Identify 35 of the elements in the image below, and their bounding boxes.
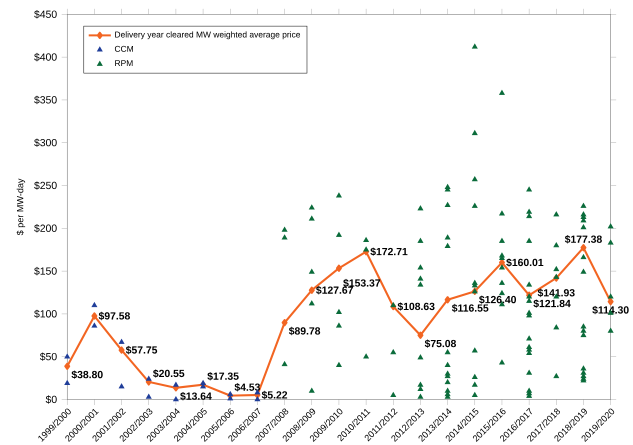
legend-label: CCM (114, 46, 133, 52)
data-label: $126.40 (479, 296, 516, 304)
data-label: $153.37 (343, 279, 380, 288)
y-tick-label: $300 (34, 138, 57, 148)
data-label: $4.53 (234, 383, 260, 392)
data-label: $108.63 (398, 302, 435, 312)
data-label: $75.08 (424, 340, 456, 348)
data-label: $17.35 (207, 372, 239, 381)
data-label: $20.55 (153, 370, 184, 378)
data-label: $5.22 (262, 391, 288, 400)
y-tick-label: $50 (40, 352, 57, 362)
y-tick-label: $100 (34, 310, 57, 318)
data-label: $177.38 (564, 235, 602, 244)
data-label: $121.84 (533, 300, 571, 308)
data-label: $141.93 (538, 288, 575, 298)
y-tick-label: $450 (34, 10, 57, 19)
data-label: $172.71 (370, 248, 408, 256)
data-label: $116.55 (452, 304, 488, 313)
y-tick-label: $350 (34, 96, 57, 104)
data-label: $97.58 (98, 312, 130, 320)
data-label: $57.75 (126, 346, 158, 355)
data-label: $114.30 (592, 306, 629, 315)
data-label: $160.01 (506, 258, 544, 268)
y-tick-label: $150 (34, 267, 57, 276)
y-tick-label: $200 (34, 224, 57, 233)
data-label: $89.78 (288, 327, 320, 336)
data-label: $38.80 (72, 370, 103, 380)
data-label: $127.67 (316, 286, 353, 295)
y-axis-title: $ per MW-day (16, 178, 26, 236)
data-label: $13.64 (180, 392, 212, 401)
y-tick-label: $0 (46, 396, 57, 404)
legend-label: RPM (115, 60, 133, 66)
legend-label: Delivery year cleared MW weighted average price (115, 32, 300, 40)
y-tick-label: $400 (34, 53, 57, 62)
y-tick-label: $250 (34, 182, 57, 190)
